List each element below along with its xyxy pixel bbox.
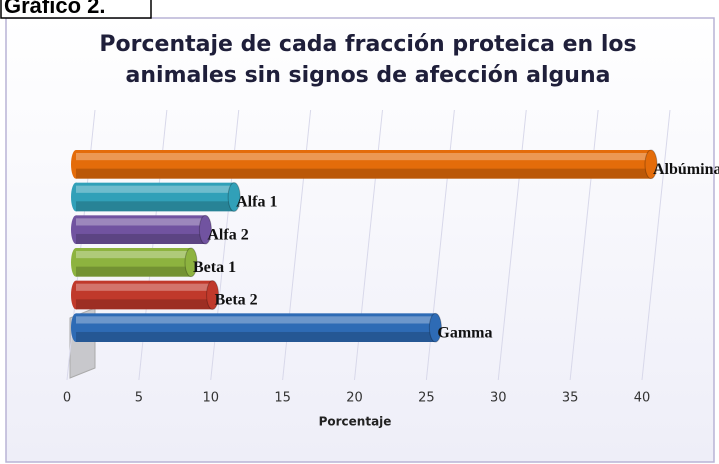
x-tick-label: 40 — [634, 391, 651, 406]
bar-shade — [76, 331, 436, 342]
bar-shade — [76, 266, 191, 277]
data-label: Beta 1 — [193, 259, 236, 276]
bar — [76, 280, 213, 310]
bar-highlight — [76, 251, 191, 259]
bar-cap — [227, 182, 241, 212]
bar-cap — [198, 214, 212, 245]
grid-line — [641, 109, 671, 381]
bar-shade — [76, 201, 235, 212]
bar-shade — [76, 299, 213, 310]
bar-highlight — [76, 316, 436, 324]
x-tick-label: 35 — [562, 391, 579, 406]
bar — [76, 182, 235, 212]
x-tick-label: 5 — [135, 391, 143, 406]
bar-highlight — [76, 153, 651, 161]
x-tick-label: 30 — [490, 391, 507, 406]
x-tick-label: 10 — [202, 391, 219, 406]
x-axis-title: Porcentaje — [319, 415, 392, 429]
bar-highlight — [76, 218, 206, 226]
x-tick-label: 25 — [418, 391, 435, 406]
x-tick-label: 0 — [63, 391, 71, 406]
chart-title: animales sin signos de afección alguna — [126, 63, 611, 88]
bar-cap — [184, 247, 198, 278]
figure-label: Gráfico 2. — [4, 0, 105, 18]
data-label: Gamma — [437, 324, 492, 341]
figure-label-box — [0, 0, 152, 19]
data-label: Alfa 2 — [207, 226, 248, 243]
data-label: Alfa 1 — [236, 194, 277, 211]
bar — [76, 313, 436, 342]
data-label: Albúminas — [653, 161, 719, 178]
x-tick-label: 15 — [274, 391, 291, 406]
bar-shade — [76, 168, 651, 179]
bar-cap — [206, 280, 220, 310]
chart-title: Porcentaje de cada fracción proteica en … — [99, 32, 636, 57]
bar — [76, 150, 651, 179]
bar — [76, 248, 191, 277]
bar-highlight — [76, 283, 213, 291]
bar — [76, 215, 206, 244]
data-label: Beta 2 — [215, 292, 258, 309]
bar-cap — [428, 312, 442, 343]
bar-cap — [644, 149, 658, 180]
x-tick-label: 20 — [346, 391, 363, 406]
bar-shade — [76, 233, 206, 244]
bar-highlight — [76, 185, 235, 193]
